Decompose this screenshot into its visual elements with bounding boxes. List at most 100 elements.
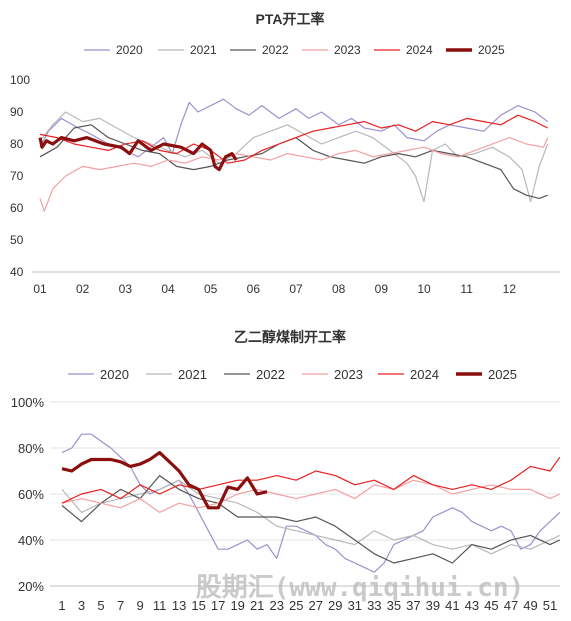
- chart1-x-tick-label: 11: [460, 282, 473, 296]
- chart2-series-line-2023: [61, 479, 561, 514]
- chart1-series-line-2024: [39, 114, 548, 164]
- chart2-x-tick-label: 19: [230, 598, 244, 613]
- chart2-series-line-2025: [61, 451, 268, 510]
- chart2-x-tick-label: 39: [426, 598, 440, 613]
- chart1-y-tick-label: 70: [10, 169, 24, 183]
- chart2-title: 乙二醇煤制开工率: [234, 329, 346, 345]
- chart1-legend-item: 2025: [446, 43, 505, 57]
- chart1-legend-item: 2022: [230, 43, 289, 57]
- chart1-series-line-2023: [39, 137, 549, 212]
- chart1-x-tick-label: 12: [503, 282, 517, 296]
- chart2-legend-label: 2024: [410, 367, 439, 382]
- chart2-legend-label: 2022: [256, 367, 285, 382]
- chart1-x-tick-label: 04: [161, 282, 175, 296]
- chart1-y-axis: 40 50 60 70 80 90 100: [10, 73, 30, 279]
- chart2-x-tick-label: 47: [504, 598, 518, 613]
- chart2-legend: 2020 2021 2022 2023 2024 2025: [68, 367, 517, 382]
- chart1-legend-label: 2025: [478, 43, 505, 57]
- chart1-x-tick-label: 09: [375, 282, 389, 296]
- chart1-legend-item: 2020: [84, 43, 143, 57]
- chart2-series-line-2024: [61, 456, 561, 504]
- chart1-legend-label: 2022: [262, 43, 289, 57]
- chart2-x-tick-label: 45: [484, 598, 498, 613]
- chart2-legend-item: 2023: [302, 367, 363, 382]
- chart2-x-tick-label: 25: [289, 598, 303, 613]
- chart2-legend-item: 2022: [224, 367, 285, 382]
- chart1-y-tick-label: 90: [10, 105, 24, 119]
- chart1-legend-item: 2023: [302, 43, 361, 57]
- chart1-x-tick-label: 08: [332, 282, 346, 296]
- chart2-plot-area: [61, 433, 561, 573]
- chart1-x-tick-label: 06: [247, 282, 261, 296]
- chart2-y-tick-label: 80%: [18, 441, 44, 456]
- chart2-x-tick-label: 9: [136, 598, 143, 613]
- chart2-y-tick-label: 100%: [11, 395, 45, 410]
- chart1-series-line-2022: [39, 124, 548, 199]
- chart1-legend-item: 2024: [374, 43, 433, 57]
- chart2-x-tick-label: 51: [543, 598, 557, 613]
- chart2-x-tick-label: 13: [172, 598, 186, 613]
- chart2-x-tick-label: 23: [269, 598, 283, 613]
- chart2-legend-item: 2025: [456, 367, 517, 382]
- chart1-y-tick-label: 100: [10, 73, 30, 87]
- chart2-gridlines: [50, 401, 560, 541]
- chart1-x-tick-label: 05: [204, 282, 218, 296]
- chart1-title: PTA开工率: [256, 11, 325, 27]
- chart2-x-tick-label: 11: [153, 598, 167, 613]
- chart2-series-line-2020: [61, 433, 561, 573]
- chart1-y-tick-label: 40: [10, 265, 24, 279]
- chart2-x-tick-label: 31: [348, 598, 362, 613]
- chart1-series-line-2025: [38, 136, 238, 172]
- chart2-x-tick-label: 37: [406, 598, 420, 613]
- chart2-x-tick-label: 43: [465, 598, 479, 613]
- chart1-legend-label: 2023: [334, 43, 361, 57]
- chart1-x-axis: 01 02 03 04 05 06 07 08 09 10 11 12: [32, 271, 560, 296]
- pta-operating-rate-chart: PTA开工率 2020 2021 2022 2023 2024 2025 40 50 60 70…: [10, 11, 560, 296]
- chart2-x-tick-label: 41: [445, 598, 459, 613]
- chart1-y-tick-label: 60: [10, 201, 24, 215]
- chart2-legend-label: 2021: [178, 367, 207, 382]
- chart2-x-tick-label: 3: [78, 598, 85, 613]
- chart1-legend-label: 2021: [190, 43, 217, 57]
- chart2-y-tick-label: 60%: [18, 487, 44, 502]
- chart2-y-axis: 20% 40% 60% 80% 100%: [11, 395, 45, 594]
- chart2-x-tick-label: 15: [191, 598, 205, 613]
- chart2-x-tick-label: 29: [328, 598, 342, 613]
- chart1-x-tick-label: 03: [119, 282, 133, 296]
- chart2-x-tick-label: 5: [97, 598, 104, 613]
- chart2-x-tick-label: 21: [250, 598, 264, 613]
- chart2-legend-label: 2025: [488, 367, 517, 382]
- chart1-legend-label: 2020: [116, 43, 143, 57]
- chart1-legend: 2020 2021 2022 2023 2024 2025: [84, 43, 505, 57]
- chart2-legend-item: 2020: [68, 367, 129, 382]
- meg-coal-operating-rate-chart: 乙二醇煤制开工率 2020 2021 2022 2023 2024 2025 20% 40%…: [11, 329, 561, 613]
- chart2-y-tick-label: 20%: [18, 579, 44, 594]
- chart1-x-tick-label: 10: [417, 282, 431, 296]
- chart1-y-tick-label: 50: [10, 233, 24, 247]
- chart2-legend-label: 2023: [334, 367, 363, 382]
- chart2-series-line-2021: [61, 479, 561, 555]
- chart1-legend-label: 2024: [406, 43, 433, 57]
- chart2-y-tick-label: 40%: [18, 533, 44, 548]
- chart1-y-tick-label: 80: [10, 137, 24, 151]
- chart2-x-tick-label: 49: [523, 598, 537, 613]
- chart1-series-line-2021: [39, 111, 549, 203]
- chart1-x-tick-label: 07: [289, 282, 303, 296]
- chart1-legend-item: 2021: [158, 43, 217, 57]
- chart2-x-tick-label: 1: [58, 598, 65, 613]
- chart2-x-tick-label: 27: [309, 598, 323, 613]
- chart1-x-tick-label: 02: [76, 282, 90, 296]
- chart2-legend-label: 2020: [100, 367, 129, 382]
- chart2-series-line-2022: [61, 475, 561, 564]
- chart2-x-axis: 1 3 5 7 9 11 13 15 17 19 21 23 25 27 29 31 33 35 37 39 41 43 4…: [50, 585, 560, 613]
- chart2-x-tick-label: 35: [387, 598, 401, 613]
- chart1-plot-area: [38, 98, 549, 212]
- chart2-legend-item: 2021: [146, 367, 207, 382]
- chart1-x-tick-label: 01: [33, 282, 47, 296]
- watermark: 股期汇(www.qiqihui.cn): [196, 573, 524, 603]
- chart2-x-tick-label: 7: [117, 598, 124, 613]
- chart2-legend-item: 2024: [378, 367, 439, 382]
- chart2-x-tick-label: 33: [367, 598, 381, 613]
- chart2-x-tick-label: 17: [211, 598, 225, 613]
